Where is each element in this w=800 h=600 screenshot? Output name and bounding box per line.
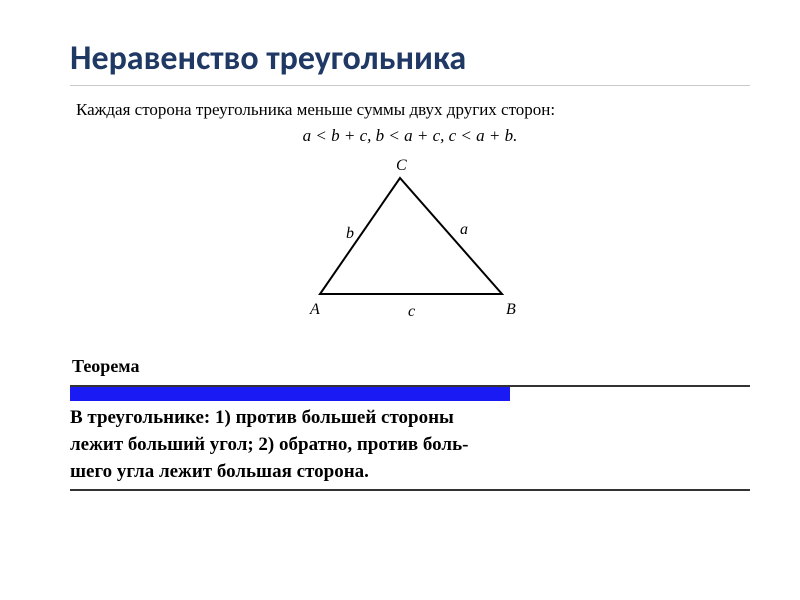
theorem-label: Теорема (70, 356, 750, 377)
highlight-bar (70, 387, 510, 401)
side-label-c: c (408, 303, 415, 320)
theorem-line: шего угла лежит большая сторона. (70, 459, 750, 486)
theorem-body: В треугольнике: 1) против большей сторон… (70, 401, 750, 491)
page-title: Неравенство треугольника (70, 40, 750, 86)
triangle-figure: A B C a b c (280, 156, 540, 326)
document-page: Неравенство треугольника Каждая сторона … (0, 0, 800, 511)
inequality-formula: a < b + c, b < a + c, c < a + b. (70, 126, 750, 146)
intro-text: Каждая сторона треугольника меньше суммы… (70, 100, 750, 120)
vertex-label-C: C (396, 157, 407, 174)
side-label-a: a (460, 221, 468, 238)
vertex-label-B: B (506, 301, 516, 318)
theorem-line: лежит больший угол; 2) обратно, против б… (70, 432, 750, 459)
theorem-block: В треугольнике: 1) против большей сторон… (70, 385, 750, 491)
theorem-line: В треугольнике: 1) против большей сторон… (70, 405, 750, 432)
side-label-b: b (346, 225, 354, 242)
vertex-label-A: A (309, 301, 320, 318)
figure-container: A B C a b c (70, 156, 750, 326)
